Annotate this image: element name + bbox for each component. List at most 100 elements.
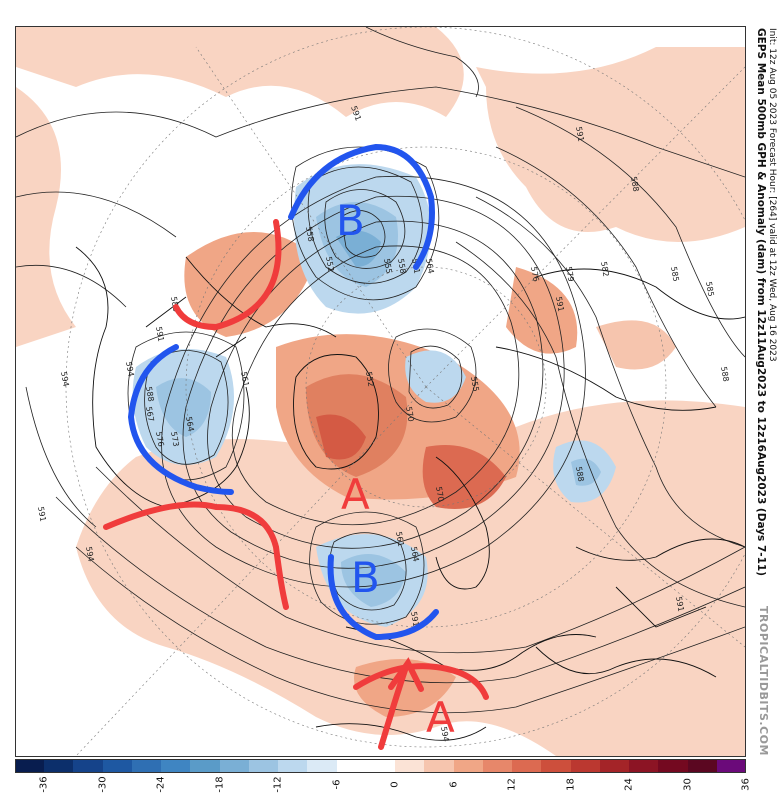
- contour-label: 579: [564, 266, 576, 283]
- blue-arc-left: [127, 344, 234, 495]
- contour-label: 552: [324, 256, 336, 273]
- contour-label: 555: [382, 258, 394, 275]
- contour-label: 594: [59, 371, 71, 388]
- colorbar-cell: [73, 759, 104, 773]
- contour-label: 576: [154, 431, 166, 448]
- contour-label: 594: [84, 546, 96, 563]
- colorbar-tick-label: -12: [272, 776, 284, 793]
- colorbar-tick-label: 30: [682, 778, 694, 791]
- colorbar-tick-label: 6: [448, 781, 460, 788]
- colorbar-cell: [131, 759, 162, 773]
- contour-label: 555: [469, 376, 481, 393]
- contour-label: 591: [674, 596, 686, 613]
- contour-label: 591: [154, 326, 166, 343]
- contour-label: 588: [169, 296, 181, 313]
- map-subtitle: Init: 12z Aug 05 2023 Forecast Hour: [26…: [767, 28, 777, 362]
- colorbar-tick-label: -36: [38, 776, 50, 793]
- colorbar-cell: [512, 759, 542, 773]
- contour-label: 591: [36, 506, 48, 523]
- colorbar-cell: [219, 759, 250, 773]
- contour-label: 591: [574, 126, 586, 143]
- colorbar-cell: [44, 759, 74, 773]
- colorbar-tick-label: -6: [331, 779, 343, 790]
- lat-lon-grid: [65, 27, 745, 756]
- red-arc-lower-left: [103, 501, 289, 610]
- contour-label: 591: [554, 296, 566, 313]
- contour-label: 558: [396, 258, 408, 275]
- colorbar-border: [15, 759, 746, 773]
- colorbar-cell: [365, 759, 396, 773]
- coastlines: [75, 246, 745, 741]
- colorbar-cell: [658, 759, 688, 773]
- colorbar-cell: [336, 759, 367, 773]
- contour-label: 585: [669, 266, 681, 283]
- anomaly-shading: [16, 27, 745, 756]
- hand-annotations: [103, 143, 489, 750]
- contour-label: 564: [424, 258, 436, 275]
- label-a-mediterranean: A: [426, 693, 455, 742]
- label-b-lower: B: [351, 553, 380, 602]
- colorbar-cell: [687, 759, 718, 773]
- colorbar-cell: [453, 759, 484, 773]
- blue-arc-upper: [288, 143, 435, 270]
- colorbar-cell: [395, 759, 425, 773]
- contour-label: 564: [184, 416, 196, 433]
- colorbar-cell: [424, 759, 455, 773]
- contour-label: 576: [529, 266, 541, 283]
- title-sidebar: GEPS Mean 500mb GPH & Anomaly (dam) from…: [750, 26, 780, 757]
- contour-label: 588: [144, 386, 156, 403]
- contour-label-group: 591 591 588 585 588 588 591 594 564 561 …: [36, 105, 731, 743]
- contour-label: 564: [409, 546, 421, 563]
- colorbar-cell: [102, 759, 133, 773]
- colorbar-tick-label: -30: [97, 776, 109, 793]
- anomaly-map: 591 591 588 585 588 588 591 594 564 561 …: [16, 27, 745, 756]
- contour-label: 594: [439, 726, 451, 743]
- colorbar-cell: [161, 759, 191, 773]
- label-a-center: A: [341, 470, 370, 519]
- map-panel: 591 591 588 585 588 588 591 594 564 561 …: [15, 26, 746, 757]
- height-contours: [16, 27, 745, 714]
- colorbar-cell: [599, 759, 630, 773]
- colorbar-cell: [190, 759, 221, 773]
- colorbar-cell: [482, 759, 513, 773]
- contour-label: 582: [599, 261, 611, 278]
- credit-text: TROPICALTIDBITS.COM: [757, 606, 770, 756]
- contour-label: 591: [409, 611, 421, 628]
- contour-label: 585: [704, 281, 716, 298]
- colorbar-tick-label: 12: [506, 778, 518, 791]
- contour-label: 588: [574, 466, 586, 483]
- annotation-letters: B A B A: [336, 196, 455, 742]
- contour-label: 588: [629, 176, 641, 193]
- colorbar-tick-label: 18: [565, 778, 577, 791]
- colorbar-cell: [716, 759, 747, 773]
- colorbar-cell: [248, 759, 279, 773]
- contour-label: 570: [404, 406, 416, 423]
- contour-label: 552: [364, 371, 376, 388]
- red-arc-mediterranean: [353, 663, 489, 700]
- contour-label: 573: [169, 431, 181, 448]
- contour-label: 588: [719, 366, 731, 383]
- label-b-upper: B: [336, 196, 365, 245]
- map-title: GEPS Mean 500mb GPH & Anomaly (dam) from…: [755, 28, 767, 576]
- colorbar-tick-label: 0: [389, 781, 401, 788]
- contour-label: 561: [394, 531, 406, 548]
- contour-label: 561: [239, 371, 251, 388]
- colorbar-cell: [307, 759, 338, 773]
- contour-label: 570: [434, 486, 446, 503]
- colorbar-tick-label: -18: [214, 776, 226, 793]
- colorbar-tick-label: 24: [623, 778, 635, 791]
- colorbar: -36 -30 -24 -18 -12 -6 0 6 12 18 24 30 36: [15, 759, 752, 800]
- contour-label: 594: [124, 361, 136, 378]
- red-arc-upper: [173, 219, 282, 331]
- colorbar-cell: [541, 759, 572, 773]
- contour-label: 567: [144, 406, 156, 423]
- colorbar-tick-label: -24: [155, 776, 167, 793]
- colorbar-tick-label: 36: [740, 778, 752, 791]
- blue-arc-lower: [327, 554, 439, 641]
- colorbar-cell: [629, 759, 659, 773]
- contour-label: 558: [304, 226, 316, 243]
- red-arrow-head: [388, 657, 424, 692]
- colorbar-cell: [278, 759, 308, 773]
- colorbar-cell: [570, 759, 601, 773]
- colorbar-cell: [15, 759, 45, 773]
